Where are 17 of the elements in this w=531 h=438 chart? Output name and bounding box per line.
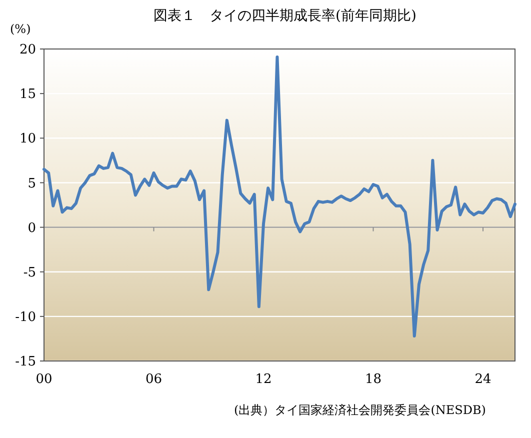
y-tick-label: 10 bbox=[19, 132, 36, 147]
y-axis-title: (%) bbox=[10, 22, 31, 36]
text: (出典）タイ国家経済社会開発委員会(NESDB) bbox=[234, 403, 486, 417]
y-tick-label: -15 bbox=[15, 354, 36, 370]
y-tick-label: 15 bbox=[19, 87, 36, 102]
y-tick-label: 20 bbox=[19, 42, 36, 58]
line-series bbox=[42, 56, 516, 338]
x-tick-label: 18 bbox=[364, 372, 382, 387]
y-tick-label: 5 bbox=[28, 176, 36, 192]
y-tick-label: 0 bbox=[28, 220, 36, 236]
x-tick-label: 24 bbox=[474, 372, 492, 387]
y-tick-label: -10 bbox=[15, 310, 36, 325]
chart-title: 図表１ タイの四半期成長率(前年同期比) bbox=[154, 8, 416, 24]
x-tick-label: 00 bbox=[36, 372, 52, 387]
x-tick-label: 12 bbox=[255, 372, 272, 387]
x-tick-label: 06 bbox=[145, 372, 162, 387]
y-tick-label: -5 bbox=[23, 265, 36, 280]
